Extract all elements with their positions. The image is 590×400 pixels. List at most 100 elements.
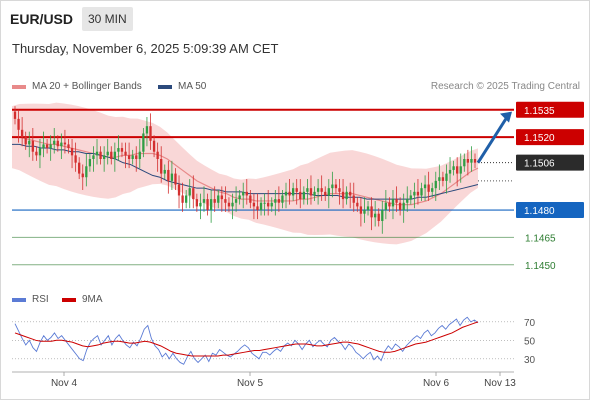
projection-arrow-layer [476,111,512,164]
candle [242,182,245,209]
legend-rsi-ma: 9MA [62,294,103,305]
candle [277,186,281,212]
candle-body [277,199,281,203]
candle [324,186,327,201]
candle [106,138,109,165]
candle [234,186,238,212]
rsi-ma-swatch [62,297,76,302]
candle [448,157,452,183]
candle-body [288,191,291,196]
rsi-tick-50: 50 [524,336,536,347]
candle-body [24,137,27,145]
candle-body [13,111,17,119]
candle-body [167,169,170,181]
candle-body [60,142,63,147]
candle-body [74,155,77,163]
candle-body [217,195,220,203]
rsi-ma-line [14,321,479,357]
candle [299,179,302,209]
candle-body [227,202,231,207]
candle-body [324,191,327,196]
candle-body [70,148,74,156]
candle [281,190,284,209]
ma50-swatch [158,84,172,89]
candle [409,190,412,205]
candle [13,106,17,125]
candle [181,182,184,212]
candle [470,146,473,172]
candle [349,182,352,209]
candle [28,131,31,158]
candle [220,186,223,212]
candle [78,157,81,180]
candle-body [259,202,263,211]
candle-body [270,202,273,207]
timestamp: Thursday, November 6, 2025 5:09:39 AM CE… [12,41,279,56]
candle [416,179,420,205]
candle [42,131,45,158]
candle [445,164,448,194]
candle [381,200,384,234]
candle [45,138,49,154]
candle [24,131,27,150]
candle-body [213,199,216,203]
candle [202,186,206,212]
candle [249,190,252,209]
candle-body [81,173,84,178]
candle-body [209,199,213,211]
candle-body [366,206,370,211]
candle-body [220,195,223,200]
candle [135,146,138,172]
candle [156,142,159,172]
candle-body [313,191,316,196]
candle-body [356,202,359,207]
rsi-line [14,316,479,365]
candle-body [256,206,259,211]
candle-body [42,144,45,149]
candle [188,179,191,209]
candle [256,193,259,220]
legend-ma20-label: MA 20 + Bollinger Bands [32,81,142,92]
candle [92,146,95,172]
candle [302,186,305,205]
time-tick-label: Nov 5 [237,378,264,389]
candle-body [192,188,195,200]
candle [459,153,462,183]
candle [398,197,402,216]
candle-body [370,206,373,218]
candle [420,182,423,201]
candle-body [35,151,38,156]
candle [217,190,220,209]
candle-body [463,159,466,167]
candle [152,135,156,158]
level-tag-1.1520: 1.1520 [516,129,584,146]
candle [88,153,92,172]
candle [31,128,34,161]
candle-body [249,195,252,203]
legend-ma50-label: MA 50 [178,81,207,92]
candle [466,149,470,176]
legend-ma20: MA 20 + Bollinger Bands [12,81,142,92]
candle-body [456,166,459,174]
candle-body [341,191,345,200]
instrument-label: EUR/USD [10,11,74,27]
candle [113,142,116,172]
candle-body [334,184,338,189]
candle-body [145,126,149,134]
candle-body [420,188,423,196]
candle [359,197,363,227]
candle-body [63,142,67,145]
bollinger-band [12,102,478,245]
candle-body [359,206,363,214]
legend-ma50: MA 50 [158,81,206,92]
candle [370,197,373,231]
candle [177,175,181,209]
candle [167,160,170,194]
legend-rsi: RSI [12,294,49,305]
candle [231,193,234,220]
candle [463,153,466,172]
candle [213,186,216,212]
timeframe-button[interactable]: 30 MIN [82,7,133,31]
candle [192,175,195,209]
time-tick-label: Nov 6 [423,378,450,389]
